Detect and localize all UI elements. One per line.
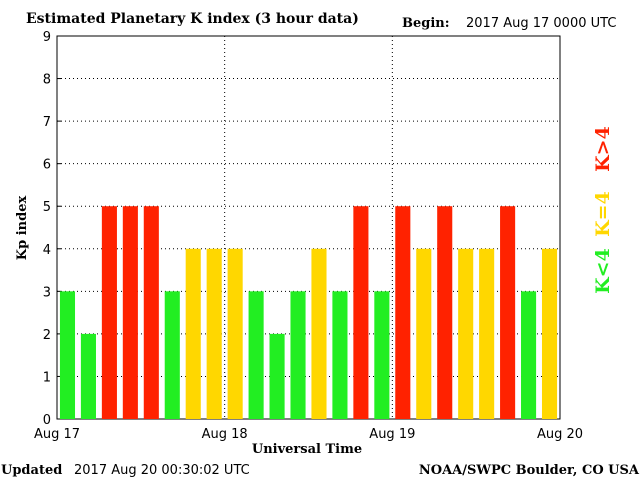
kp-bar (437, 206, 453, 419)
updated-value: 2017 Aug 20 00:30:02 UTC (74, 463, 250, 478)
kp-bar (59, 291, 76, 419)
kp-bar (479, 248, 495, 419)
y-tick-label: 2 (43, 328, 51, 343)
kp-bar (164, 291, 180, 419)
y-tick-label: 4 (43, 243, 51, 258)
kp-bar (416, 248, 432, 419)
kp-bar (353, 206, 369, 419)
y-tick-label: 8 (43, 73, 51, 88)
chart-title: Estimated Planetary K index (3 hour data… (26, 11, 359, 27)
kp-bar (395, 206, 411, 419)
y-tick-label: 0 (43, 413, 51, 428)
plot-frame (56, 35, 561, 420)
kp-bar (290, 291, 306, 419)
begin-value: 2017 Aug 17 0000 UTC (466, 16, 616, 31)
kp-bar (248, 291, 264, 419)
kp-bar (101, 206, 117, 419)
kp-bar (206, 248, 222, 419)
y-tick-labels: 0 1 2 3 4 5 6 7 8 9 (43, 30, 51, 428)
y-tick-label: 9 (43, 30, 51, 45)
x-tick-label: Aug 17 (34, 427, 80, 442)
kp-bar (185, 248, 201, 419)
y-tick-label: 6 (43, 158, 51, 173)
legend-mid: K=4 (592, 191, 614, 237)
updated-label: Updated (1, 463, 62, 478)
kp-bar (311, 248, 327, 419)
legend-high: K>4 (592, 126, 614, 172)
kp-bar (458, 248, 474, 419)
legend-low: K<4 (592, 248, 614, 294)
kp-bar (374, 291, 390, 419)
bars (59, 206, 558, 419)
kp-bar (80, 333, 96, 419)
kp-bar (521, 291, 537, 419)
kp-bar (332, 291, 348, 419)
kp-bar (269, 333, 285, 419)
y-tick-label: 7 (43, 115, 51, 130)
kp-bar (122, 206, 138, 419)
x-tick-labels: Aug 17 Aug 18 Aug 19 Aug 20 (34, 427, 583, 442)
x-tick-label: Aug 20 (537, 427, 583, 442)
y-tick-label: 5 (43, 200, 51, 215)
kp-bar (143, 206, 159, 419)
y-tick-label: 1 (43, 370, 51, 385)
x-tick-label: Aug 18 (202, 427, 248, 442)
y-axis-label: Kp index (15, 196, 30, 261)
y-tick-label: 3 (43, 285, 51, 300)
source-credit: NOAA/SWPC Boulder, CO USA (419, 463, 640, 478)
x-axis-label: Universal Time (252, 442, 362, 457)
plot-area (56, 35, 561, 420)
kp-bar (500, 206, 516, 419)
kp-bar (227, 248, 243, 419)
kp-bar (541, 248, 558, 419)
begin-label: Begin: (402, 16, 450, 31)
x-tick-label: Aug 19 (369, 427, 415, 442)
